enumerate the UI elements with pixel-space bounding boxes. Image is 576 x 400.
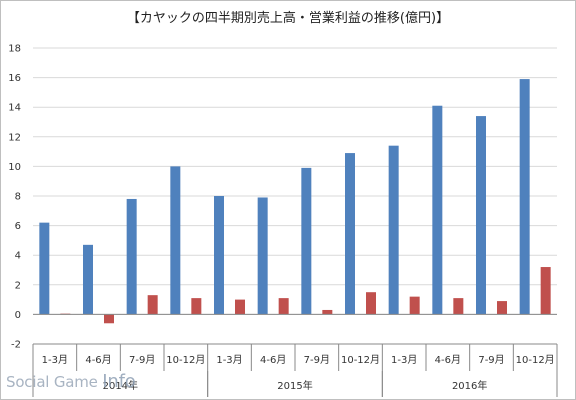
y-tick-label: 12 [8, 132, 21, 143]
y-tick-label: 2 [15, 280, 21, 291]
y-tick-label: 6 [15, 221, 21, 232]
operating_profit-bar [497, 301, 507, 315]
bars [39, 79, 551, 324]
sales-bar [214, 196, 224, 315]
x-tick-label: 7-9月 [304, 354, 330, 366]
year-label: 2015年 [277, 379, 312, 392]
y-tick-label: -2 [11, 340, 21, 351]
year-label: 2014年 [103, 379, 138, 392]
operating_profit-bar [147, 295, 158, 315]
x-tick-label: 7-9月 [129, 354, 155, 366]
x-tick-label: 4-6月 [260, 354, 286, 366]
sales-bar [388, 145, 399, 315]
operating_profit-bar [278, 298, 289, 315]
y-tick-label: 4 [15, 251, 21, 262]
operating_profit-bar [409, 296, 420, 315]
x-tick-label: 10-12月 [166, 354, 205, 366]
chart-title: 【カヤックの四半期別売上高・営業利益の推移(億円)】 [127, 10, 449, 26]
sales-bar [432, 105, 443, 315]
y-tick-label: 18 [8, 44, 21, 55]
sales-bar [345, 153, 355, 315]
year-label: 2016年 [452, 379, 487, 392]
x-tick-label: 4-6月 [435, 354, 461, 366]
operating_profit-bar [540, 267, 551, 315]
y-tick-label: 8 [15, 192, 21, 203]
sales-bar [83, 244, 93, 315]
sales-bar [126, 198, 137, 315]
sales-bar [257, 197, 268, 315]
x-axis: 1-3月 4-6月 7-9月 10-12月 1-3月 4-6月 7-9月 10-12月 1-3月… [32, 313, 558, 397]
sales-bar [476, 116, 486, 315]
y-tick-label: 14 [8, 103, 21, 114]
operating_profit-bar [104, 314, 114, 324]
x-tick-label: 4-6月 [85, 354, 111, 366]
x-tick-label: 1-3月 [391, 354, 417, 366]
operating_profit-bar [453, 298, 464, 315]
operating_profit-bar [322, 309, 333, 315]
sales-bar [39, 222, 50, 315]
x-tick-label: 7-9月 [478, 354, 504, 366]
x-tick-label: 1-3月 [42, 354, 68, 366]
watermark-logo: Social Game Info [6, 371, 136, 392]
operating_profit-bar [366, 292, 376, 315]
y-tick-label: 0 [15, 310, 21, 321]
y-tick-label: 10 [8, 162, 21, 173]
x-tick-label: 10-12月 [341, 354, 380, 366]
x-tick-label: 10-12月 [516, 354, 555, 366]
operating_profit-bar [235, 299, 245, 315]
sales-bar [170, 166, 181, 315]
x-tick-label: 1-3月 [216, 354, 242, 366]
y-axis-ticks: -2 0 2 4 6 8 10 12 14 16 18 [8, 44, 21, 351]
operating_profit-bar [191, 298, 202, 315]
y-tick-label: 16 [8, 73, 21, 84]
sales-bar [519, 79, 530, 315]
sales-bar [301, 167, 312, 315]
